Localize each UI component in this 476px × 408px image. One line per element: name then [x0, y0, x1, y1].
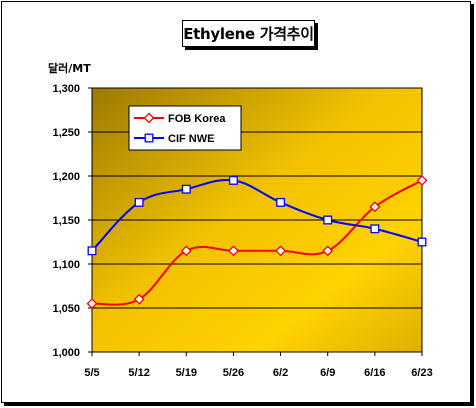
- data-point-square: [276, 197, 286, 207]
- data-point-diamond: [369, 201, 381, 213]
- y-tick-label: 1,250: [52, 127, 80, 139]
- chart-title: Ethylene 가격추이: [182, 20, 315, 47]
- data-point-diamond: [416, 174, 428, 186]
- data-point-diamond: [322, 245, 334, 257]
- data-point-diamond: [143, 112, 155, 124]
- x-tick-label: 6/23: [411, 367, 432, 379]
- y-tick-label: 1,000: [52, 347, 80, 359]
- x-tick-label: 5/12: [128, 367, 149, 379]
- y-tick-label: 1,050: [52, 303, 80, 315]
- x-tick-label: 6/2: [273, 367, 288, 379]
- y-tick-label: 1,100: [52, 259, 80, 271]
- y-tick-label: 1,150: [52, 215, 80, 227]
- gridlines: [92, 131, 422, 309]
- data-point-square: [228, 175, 238, 185]
- legend-box: [128, 105, 242, 151]
- x-tick-label: 6/16: [364, 367, 385, 379]
- series-line: [91, 179, 423, 306]
- legend-label: CIF NWE: [168, 133, 214, 145]
- series-fob-korea: [86, 174, 428, 310]
- x-tick-label: 5/26: [223, 367, 244, 379]
- y-tick-label: 1,300: [52, 83, 80, 95]
- data-point-square: [417, 237, 427, 247]
- data-point-square: [144, 133, 154, 143]
- series-cif-nwe: [87, 175, 427, 256]
- legend-label: FOB Korea: [168, 113, 226, 125]
- data-point-square: [134, 197, 144, 207]
- data-point-square: [370, 224, 380, 234]
- y-axis-label: 달러/MT: [48, 62, 91, 75]
- chart-title-text: Ethylene 가격추이: [183, 25, 314, 43]
- data-point-diamond: [86, 298, 98, 310]
- x-tick-label: 5/5: [84, 367, 99, 379]
- data-point-diamond: [180, 245, 192, 257]
- y-tick-labels: 1,000 1,050 1,100 1,150 1,200 1,250 1,300: [52, 83, 92, 359]
- x-tick-labels: 5/5 5/12 5/19 5/26 6/2 6/9 6/16 6/23: [84, 352, 433, 379]
- legend: FOB Korea CIF NWE: [128, 105, 242, 151]
- data-point-diamond: [275, 245, 286, 257]
- data-point-square: [323, 215, 333, 225]
- data-point-square: [87, 246, 97, 256]
- series-lines: [86, 174, 428, 310]
- data-point-diamond: [133, 293, 145, 305]
- data-point-diamond: [228, 245, 239, 257]
- x-tick-label: 5/19: [176, 367, 197, 379]
- data-point-square: [181, 184, 191, 194]
- x-tick-label: 6/9: [320, 367, 335, 379]
- y-tick-label: 1,200: [52, 171, 80, 183]
